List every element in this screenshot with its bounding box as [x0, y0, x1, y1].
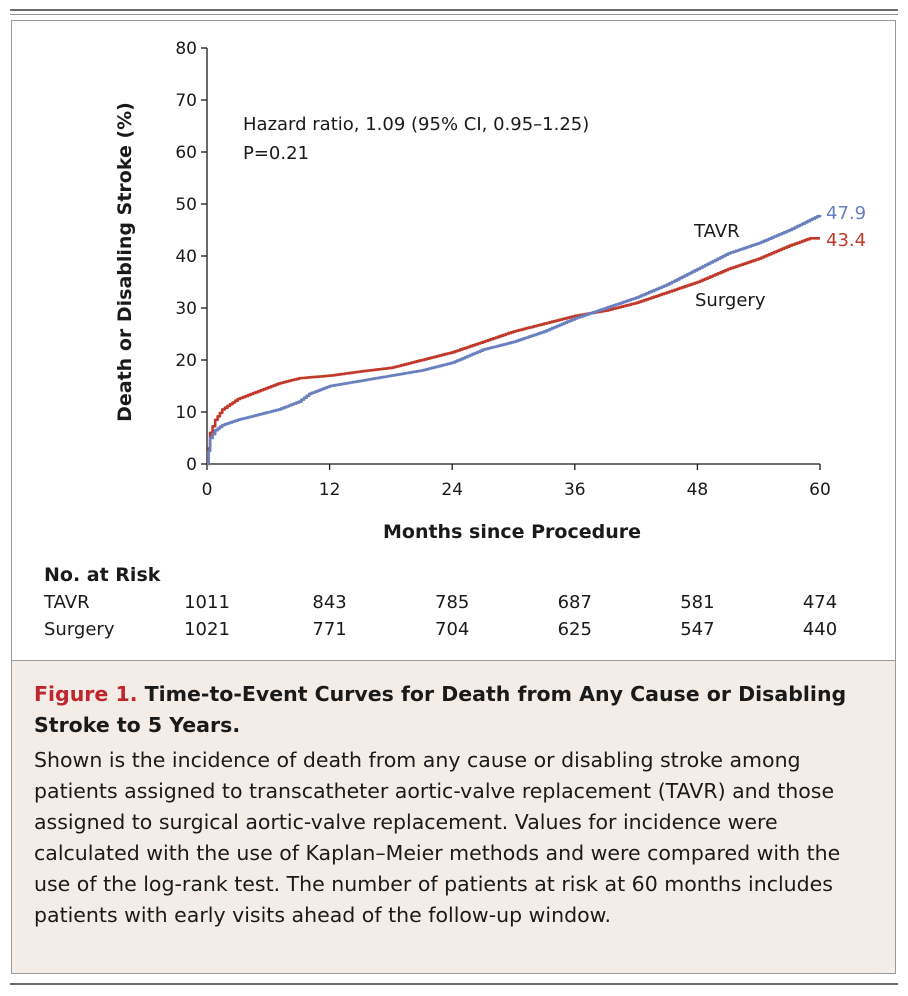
risk-cell-tavr-48: 581 — [680, 592, 715, 613]
y-tick-label: 20 — [175, 351, 197, 371]
risk-cell-tavr-60: 474 — [802, 592, 838, 613]
surgery-end-value: 43.4 — [826, 230, 866, 251]
y-tick-label: 50 — [175, 195, 197, 215]
figure-title: Time-to-Event Curves for Death from Any … — [34, 682, 847, 737]
y-tick-label: 10 — [175, 403, 197, 423]
curves — [207, 214, 822, 466]
x-tick-label: 24 — [441, 480, 463, 500]
caption-heading: Figure 1. Time-to-Event Curves for Death… — [34, 679, 873, 741]
x-tick-label: 36 — [564, 480, 586, 500]
risk-cell-tavr-24: 785 — [435, 592, 470, 613]
risk-cell-surgery-0: 1021 — [184, 619, 230, 640]
x-tick-label: 0 — [202, 480, 213, 500]
p-value-text: P=0.21 — [243, 143, 309, 164]
top-rule — [10, 9, 898, 11]
tavr-curve — [207, 214, 822, 466]
figure-caption: Figure 1. Time-to-Event Curves for Death… — [12, 660, 895, 973]
figure-frame — [11, 20, 896, 974]
y-tick-label: 30 — [175, 299, 197, 319]
km-chart: 0 10 20 30 40 50 60 70 80 0 12 24 36 48 60 Death or D… — [114, 39, 866, 543]
y-axis: 0 10 20 30 40 50 60 70 80 — [175, 39, 208, 475]
y-tick-label: 70 — [175, 91, 197, 111]
y-tick-label: 60 — [175, 143, 197, 163]
risk-cell-tavr-36: 687 — [557, 592, 592, 613]
risk-cell-tavr-0: 1011 — [184, 592, 230, 613]
risk-cell-surgery-60: 440 — [802, 619, 838, 640]
figure-label: Figure 1. — [34, 682, 138, 706]
risk-cell-surgery-12: 771 — [312, 619, 347, 640]
risk-cell-surgery-48: 547 — [680, 619, 715, 640]
risk-cell-surgery-36: 625 — [557, 619, 592, 640]
surgery-series-label: Surgery — [695, 290, 766, 311]
y-axis-label: Death or Disabling Stroke (%) — [114, 102, 136, 422]
top-rule-thin — [10, 14, 898, 15]
tavr-end-value: 47.9 — [826, 203, 866, 224]
risk-table: No. at Risk TAVR Surgery 1011 843 785 687 58… — [12, 556, 895, 656]
risk-table-title: No. at Risk — [44, 564, 161, 586]
x-tick-label: 60 — [809, 480, 831, 500]
x-axis: 0 12 24 36 48 60 — [202, 463, 831, 500]
risk-cell-tavr-12: 843 — [312, 592, 347, 613]
risk-row-label-surgery: Surgery — [44, 619, 115, 640]
risk-row-label-tavr: TAVR — [44, 592, 90, 613]
y-tick-label: 0 — [186, 455, 197, 475]
x-tick-label: 48 — [687, 480, 709, 500]
tavr-series-label: TAVR — [693, 221, 740, 242]
caption-body: Shown is the incidence of death from any… — [34, 748, 841, 927]
surgery-curve — [207, 237, 820, 466]
hazard-ratio-text: Hazard ratio, 1.09 (95% CI, 0.95–1.25) — [243, 114, 589, 135]
y-tick-label: 40 — [175, 247, 197, 267]
y-tick-label: 80 — [175, 39, 197, 59]
x-axis-label: Months since Procedure — [383, 521, 641, 543]
x-tick-label: 12 — [319, 480, 341, 500]
risk-cell-surgery-24: 704 — [435, 619, 470, 640]
bottom-rule — [10, 983, 898, 985]
